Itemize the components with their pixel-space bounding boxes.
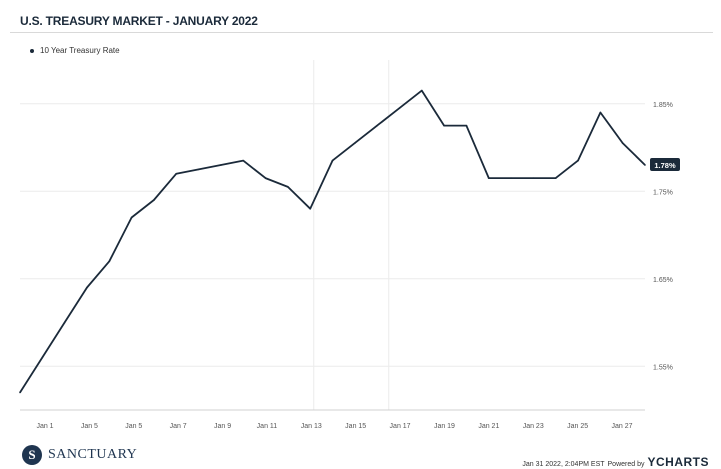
y-tick-label: 1.75% [653, 189, 673, 196]
data-point [331, 159, 334, 162]
data-point [264, 177, 267, 179]
data-point [376, 124, 378, 127]
data-point [420, 89, 423, 92]
data-point [599, 111, 602, 114]
data-point [86, 286, 88, 289]
x-tick-label: Jan 23 [523, 423, 544, 430]
y-tick-label: 1.55% [653, 364, 673, 371]
x-tick-label: Jan 1 [36, 423, 53, 430]
x-tick-label: Jan 13 [301, 423, 322, 430]
data-point [108, 260, 111, 263]
x-tick-label: Jan 19 [434, 423, 455, 430]
data-point [242, 159, 245, 162]
footer-attribution: Jan 31 2022, 2:04PM EST Powered by YCHAR… [522, 455, 709, 469]
series-line-10-year-treasury-rate [19, 89, 646, 393]
data-point [175, 172, 178, 175]
x-tick-label: Jan 7 [170, 423, 187, 430]
legend-marker [30, 48, 34, 53]
data-point [354, 142, 356, 144]
data-point [621, 142, 624, 144]
x-tick-label: Jan 15 [345, 423, 366, 430]
data-point [443, 124, 445, 127]
data-point [532, 177, 535, 179]
x-tick-label: Jan 11 [257, 423, 278, 430]
data-point [554, 177, 557, 179]
sanctuary-logo-icon: S [22, 445, 42, 465]
y-tick-label: 1.85% [653, 102, 673, 109]
x-tick-label: Jan 9 [214, 423, 231, 430]
last-value-badge [650, 158, 680, 171]
brand-name: SANCTUARY [48, 447, 138, 462]
data-point [19, 391, 21, 394]
legend-label: 10 Year Treasury Rate [40, 46, 120, 55]
data-point [309, 207, 311, 210]
x-tick-label: Jan 17 [390, 423, 411, 430]
data-point [287, 186, 289, 188]
legend[interactable]: 10 Year Treasury Rate [30, 46, 120, 55]
title-divider [10, 32, 713, 33]
series-layer [19, 89, 646, 394]
x-tick-label: Jan 5 [125, 423, 142, 430]
x-tick-label: Jan 25 [567, 423, 588, 430]
chart-title: U.S. TREASURY MARKET - JANUARY 2022 [20, 14, 258, 28]
data-point [487, 177, 490, 179]
timestamp: Jan 31 2022, 2:04PM EST [522, 461, 605, 468]
data-point [510, 177, 512, 179]
brand-logo: S SANCTUARY [22, 445, 137, 465]
last-value-badge-group: 1.78% [650, 158, 680, 171]
data-point [130, 216, 133, 219]
data-point [153, 199, 155, 201]
x-axis-ticks: Jan 1 Jan 5 Jan 5 Jan 7 Jan 9 Jan 11 Jan 13 Jan… [36, 423, 632, 430]
data-point [644, 164, 646, 166]
y-axis-ticks: 1.85% 1.75% 1.65% 1.55% [653, 102, 673, 372]
y-tick-label: 1.65% [653, 277, 673, 284]
data-point [197, 168, 200, 171]
x-tick-label: Jan 21 [478, 423, 499, 430]
ycharts-logo[interactable]: YCHARTS [647, 455, 709, 469]
data-point [577, 159, 579, 162]
powered-by-label: Powered by [607, 461, 645, 468]
data-point [41, 356, 44, 359]
x-tick-label: Jan 27 [611, 423, 632, 430]
last-value-label: 1.78% [654, 161, 676, 170]
data-point [220, 164, 222, 166]
data-point [63, 321, 66, 324]
data-point [465, 124, 468, 127]
data-point [398, 107, 401, 109]
grid-lines [20, 60, 645, 411]
x-tick-label: Jan 5 [81, 423, 98, 430]
